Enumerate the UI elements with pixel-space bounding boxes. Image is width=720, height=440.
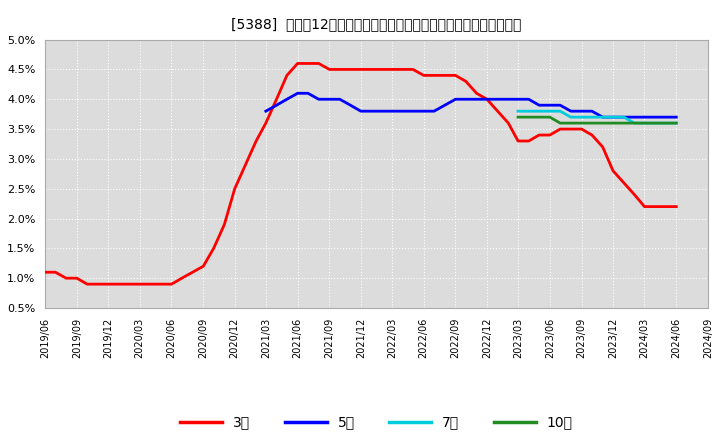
Legend: 3年, 5年, 7年, 10年: 3年, 5年, 7年, 10年 bbox=[175, 410, 578, 435]
Title: [5388]  売上高12か月移動合計の対前年同期増減率の標準偏差の推移: [5388] 売上高12か月移動合計の対前年同期増減率の標準偏差の推移 bbox=[231, 18, 522, 32]
